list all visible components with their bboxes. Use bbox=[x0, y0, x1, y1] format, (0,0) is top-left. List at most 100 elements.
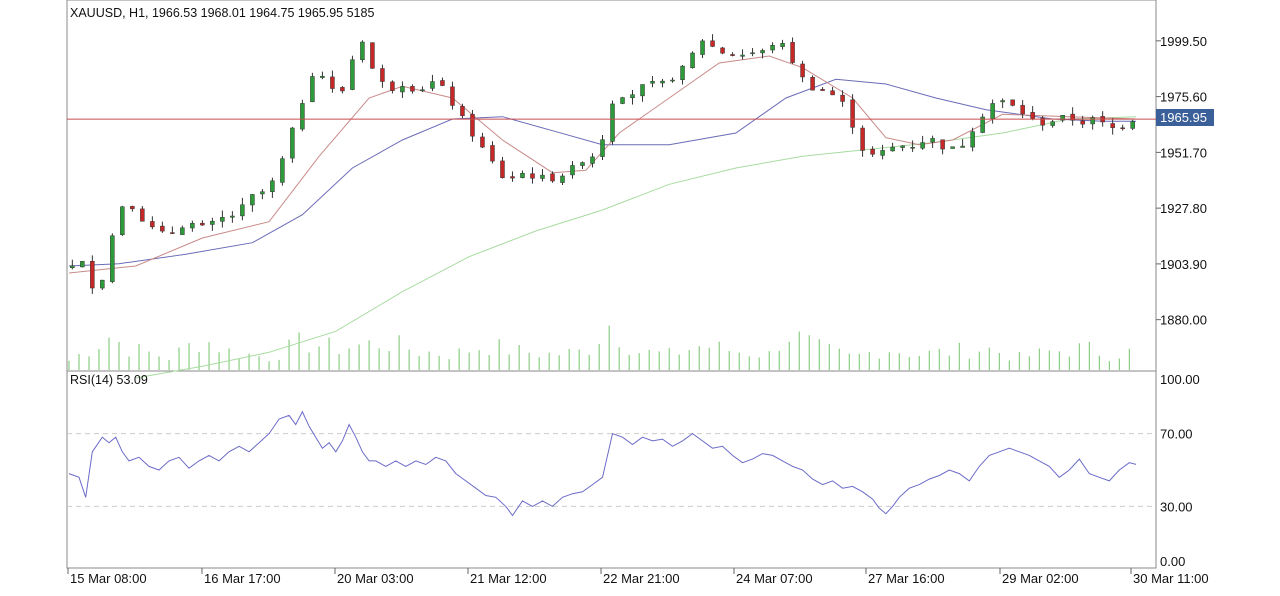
candle-down[interactable] bbox=[860, 127, 865, 151]
candle-up[interactable] bbox=[430, 81, 435, 89]
candle-up[interactable] bbox=[360, 41, 365, 60]
candle-down[interactable] bbox=[460, 106, 465, 116]
candle-down[interactable] bbox=[1010, 99, 1015, 106]
candle-up[interactable] bbox=[900, 145, 905, 148]
candle-up[interactable] bbox=[910, 147, 915, 149]
candle-down[interactable] bbox=[480, 136, 485, 148]
candle-up[interactable] bbox=[120, 206, 125, 235]
candle-up[interactable] bbox=[590, 156, 595, 164]
candle-up[interactable] bbox=[680, 65, 685, 80]
candle-down[interactable] bbox=[1120, 127, 1125, 130]
candle-up[interactable] bbox=[270, 180, 275, 192]
candle-up[interactable] bbox=[70, 265, 75, 269]
candle-down[interactable] bbox=[1020, 105, 1025, 115]
candle-down[interactable] bbox=[870, 148, 875, 155]
candle-down[interactable] bbox=[1110, 123, 1115, 128]
candle-up[interactable] bbox=[110, 235, 115, 282]
candle-up[interactable] bbox=[890, 146, 895, 152]
candle-down[interactable] bbox=[370, 42, 375, 69]
candle-up[interactable] bbox=[180, 227, 185, 235]
candle-down[interactable] bbox=[160, 225, 165, 232]
candle-down[interactable] bbox=[1080, 120, 1085, 125]
candlesticks[interactable] bbox=[70, 34, 1135, 294]
candle-up[interactable] bbox=[350, 59, 355, 90]
candle-down[interactable] bbox=[470, 114, 475, 137]
candle-up[interactable] bbox=[620, 97, 625, 104]
candle-down[interactable] bbox=[710, 40, 715, 47]
candle-up[interactable] bbox=[230, 215, 235, 218]
candle-down[interactable] bbox=[150, 221, 155, 228]
candle-up[interactable] bbox=[420, 89, 425, 92]
candle-up[interactable] bbox=[770, 45, 775, 51]
candle-up[interactable] bbox=[1000, 100, 1005, 103]
candle-up[interactable] bbox=[580, 162, 585, 166]
candle-up[interactable] bbox=[190, 223, 195, 229]
candle-down[interactable] bbox=[440, 80, 445, 86]
candle-down[interactable] bbox=[90, 260, 95, 289]
candle-up[interactable] bbox=[640, 84, 645, 97]
candle-up[interactable] bbox=[960, 145, 965, 148]
candle-up[interactable] bbox=[950, 146, 955, 149]
candle-up[interactable] bbox=[650, 81, 655, 84]
candle-down[interactable] bbox=[820, 89, 825, 91]
candle-down[interactable] bbox=[500, 160, 505, 178]
candle-down[interactable] bbox=[140, 208, 145, 222]
candle-down[interactable] bbox=[450, 86, 455, 106]
candle-down[interactable] bbox=[200, 222, 205, 226]
candle-up[interactable] bbox=[750, 52, 755, 55]
candle-up[interactable] bbox=[290, 127, 295, 159]
candle-up[interactable] bbox=[560, 175, 565, 183]
candle-up[interactable] bbox=[300, 103, 305, 130]
candle-down[interactable] bbox=[1070, 113, 1075, 121]
candle-down[interactable] bbox=[410, 86, 415, 92]
candle-up[interactable] bbox=[570, 165, 575, 176]
candle-down[interactable] bbox=[1030, 112, 1035, 119]
candle-down[interactable] bbox=[730, 54, 735, 56]
candle-up[interactable] bbox=[1130, 121, 1135, 129]
candle-up[interactable] bbox=[760, 50, 765, 54]
candle-up[interactable] bbox=[310, 76, 315, 103]
candle-down[interactable] bbox=[940, 139, 945, 150]
candle-down[interactable] bbox=[830, 90, 835, 96]
candle-up[interactable] bbox=[400, 86, 405, 93]
candle-down[interactable] bbox=[720, 47, 725, 54]
candle-up[interactable] bbox=[970, 131, 975, 148]
candle-up[interactable] bbox=[540, 174, 545, 179]
candle-up[interactable] bbox=[80, 261, 85, 268]
candle-up[interactable] bbox=[240, 204, 245, 217]
candle-up[interactable] bbox=[1050, 121, 1055, 126]
candle-up[interactable] bbox=[630, 94, 635, 99]
candle-up[interactable] bbox=[670, 79, 675, 82]
candle-up[interactable] bbox=[740, 54, 745, 57]
candle-up[interactable] bbox=[220, 217, 225, 222]
candle-down[interactable] bbox=[790, 42, 795, 63]
candle-up[interactable] bbox=[260, 191, 265, 195]
candle-down[interactable] bbox=[380, 68, 385, 82]
candle-up[interactable] bbox=[280, 158, 285, 183]
candle-down[interactable] bbox=[330, 76, 335, 89]
candle-down[interactable] bbox=[800, 63, 805, 78]
candle-up[interactable] bbox=[100, 279, 105, 289]
candle-up[interactable] bbox=[250, 194, 255, 206]
candle-up[interactable] bbox=[210, 220, 215, 225]
candle-up[interactable] bbox=[980, 116, 985, 133]
candle-up[interactable] bbox=[990, 103, 995, 119]
candle-up[interactable] bbox=[1060, 115, 1065, 121]
candle-down[interactable] bbox=[850, 99, 855, 128]
candle-down[interactable] bbox=[340, 87, 345, 92]
candle-up[interactable] bbox=[600, 139, 605, 157]
candle-down[interactable] bbox=[130, 206, 135, 210]
candle-up[interactable] bbox=[320, 75, 325, 78]
candle-up[interactable] bbox=[930, 138, 935, 143]
candle-down[interactable] bbox=[1040, 117, 1045, 126]
candle-down[interactable] bbox=[510, 176, 515, 179]
candle-up[interactable] bbox=[520, 173, 525, 178]
candle-up[interactable] bbox=[660, 80, 665, 84]
candle-down[interactable] bbox=[810, 77, 815, 91]
candle-up[interactable] bbox=[690, 52, 695, 69]
candle-down[interactable] bbox=[550, 173, 555, 182]
candle-down[interactable] bbox=[490, 145, 495, 162]
candle-up[interactable] bbox=[1090, 117, 1095, 125]
